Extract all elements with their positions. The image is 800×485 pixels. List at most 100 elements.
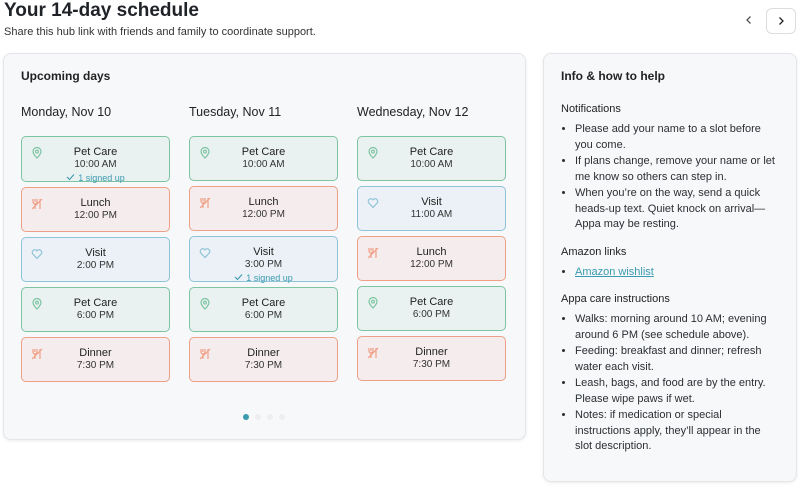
bullet-item: When you’re on the way, send a quick hea… (575, 186, 775, 233)
slot-card[interactable]: Lunch 12:00 PM (189, 186, 338, 231)
slot-card[interactable]: Pet Care 6:00 PM (21, 287, 170, 332)
day-heading: Tuesday, Nov 11 (189, 105, 282, 119)
slot-card[interactable]: Pet Care 10:00 AM (357, 136, 506, 181)
chevron-right (779, 17, 784, 25)
page-title: Your 14-day schedule (4, 0, 199, 21)
icon (368, 147, 378, 159)
slot-name: Lunch (416, 246, 447, 258)
carousel-dot[interactable] (255, 414, 261, 420)
icon (200, 298, 210, 310)
day-heading: Monday, Nov 10 (21, 105, 112, 119)
signed-text: 1 signed up (78, 173, 125, 183)
slot-card[interactable]: Lunch 12:00 PM (357, 236, 506, 281)
icon (367, 198, 379, 209)
slot-card[interactable]: Dinner 7:30 PM (189, 337, 338, 382)
icon (32, 147, 42, 159)
slot-name: Lunch (248, 196, 279, 208)
slot-name: Pet Care (409, 296, 454, 308)
slot-name: Pet Care (409, 146, 454, 158)
icon (31, 249, 43, 260)
slot-time: 12:00 PM (410, 259, 453, 270)
slot-card[interactable]: Visit 3:00 PM 1 signed up (189, 236, 338, 283)
prev-button[interactable] (735, 8, 763, 32)
section-heading: Notifications (561, 103, 621, 115)
slot-time: 12:00 PM (242, 209, 285, 220)
page-subtitle: Share this hub link with friends and fam… (4, 26, 316, 38)
bullet-item: Amazon wishlist (575, 265, 775, 281)
slot-name: Pet Care (73, 297, 118, 309)
icon (31, 348, 43, 360)
bullet-item: Walks: morning around 10 AM; evening aro… (575, 312, 775, 343)
signed-text: 1 signed up (246, 273, 293, 283)
slot-time: 7:30 PM (412, 359, 451, 370)
section-heading: Amazon links (561, 245, 627, 258)
signed-row: 1 signed up (22, 173, 169, 183)
slot-card[interactable]: Pet Care 6:00 PM (189, 287, 338, 332)
carousel-dot[interactable] (279, 414, 285, 420)
info-panel (543, 53, 797, 482)
slot-card[interactable]: Pet Care 10:00 AM (189, 136, 338, 181)
bullet-list: Amazon wishlist (561, 265, 775, 281)
day-heading: Wednesday, Nov 12 (357, 105, 469, 119)
slot-card[interactable]: Visit 2:00 PM (21, 237, 170, 282)
icon (368, 297, 378, 309)
slot-time: 6:00 PM (412, 309, 451, 320)
slot-name: Lunch (80, 197, 111, 209)
signed-row: 1 signed up (190, 273, 337, 283)
slot-name: Dinner (415, 346, 448, 358)
icon (199, 248, 211, 259)
check-icon (66, 173, 78, 183)
slot-name: Dinner (79, 347, 112, 359)
next-button[interactable] (766, 8, 796, 34)
bullet-item: Please add your name to a slot before yo… (575, 122, 775, 153)
bullet-list: Walks: morning around 10 AM; evening aro… (561, 312, 775, 455)
slot-time: 3:00 PM (244, 259, 283, 270)
slot-name: Visit (421, 196, 442, 208)
slot-card[interactable]: Pet Care 6:00 PM (357, 286, 506, 331)
slot-name: Dinner (247, 347, 280, 359)
slot-time: 10:00 AM (410, 159, 453, 170)
check-icon (234, 273, 246, 283)
slot-name: Pet Care (73, 146, 118, 158)
section-heading: Appa care instructions (561, 293, 670, 305)
bullet-item: Leash, bags, and food are by the entry. … (575, 376, 775, 407)
panel-title: Upcoming days (21, 69, 111, 83)
bullet-item: If plans change, remove your name or let… (575, 154, 775, 185)
slot-time: 7:30 PM (244, 360, 283, 371)
slot-card[interactable]: Visit 11:00 AM (357, 186, 506, 231)
slot-card[interactable]: Dinner 7:30 PM (21, 337, 170, 382)
icon (199, 348, 211, 360)
info-content: Notifications Please add your name to a s… (561, 103, 786, 468)
panel-title: Info & how to help (561, 69, 665, 83)
slot-time: 11:00 AM (410, 209, 453, 220)
slot-time: 6:00 PM (76, 310, 115, 321)
carousel-dot[interactable] (243, 414, 249, 420)
icon (199, 197, 211, 209)
slot-card[interactable]: Dinner 7:30 PM (357, 336, 506, 381)
slot-name: Pet Care (241, 297, 286, 309)
slot-time: 7:30 PM (76, 360, 115, 371)
check (66, 174, 75, 181)
slot-name: Visit (85, 247, 106, 259)
check (234, 274, 243, 281)
bullet-item: Notes: if medication or special instruct… (575, 408, 775, 455)
upcoming-panel (3, 53, 526, 440)
link[interactable]: Amazon wishlist (575, 265, 654, 278)
carousel-dot[interactable] (267, 414, 273, 420)
slot-name: Visit (253, 246, 274, 258)
chevron-left (746, 16, 751, 24)
slot-time: 6:00 PM (244, 310, 283, 321)
slot-name: Pet Care (241, 146, 286, 158)
slot-card[interactable]: Pet Care 10:00 AM 1 signed up (21, 136, 170, 183)
slot-card[interactable]: Lunch 12:00 PM (21, 187, 170, 232)
slot-time: 12:00 PM (74, 210, 117, 221)
slot-time: 10:00 AM (74, 159, 117, 170)
icon (367, 247, 379, 259)
slot-time: 10:00 AM (242, 159, 285, 170)
slot-time: 2:00 PM (76, 260, 115, 271)
bullet-item: Feeding: breakfast and dinner; refresh w… (575, 344, 775, 375)
icon (32, 298, 42, 310)
icon (367, 347, 379, 359)
